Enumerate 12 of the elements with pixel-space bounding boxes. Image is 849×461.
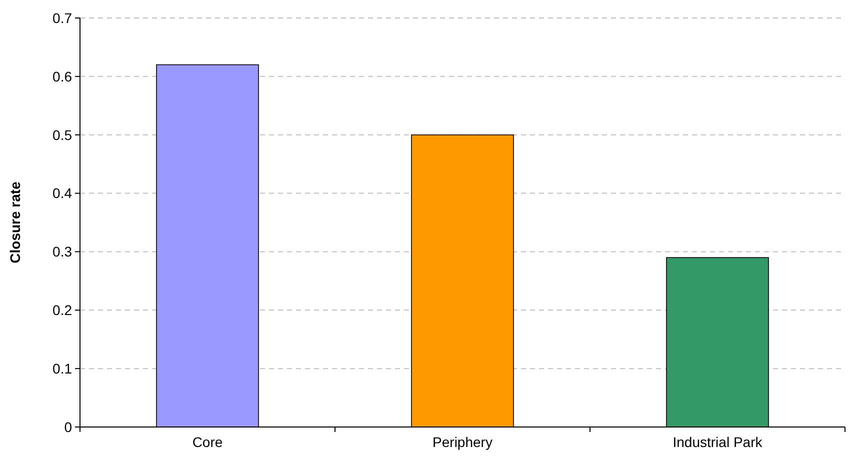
y-axis-title: Closure rate	[7, 181, 23, 264]
y-tick-label: 0.7	[52, 10, 72, 26]
y-tick-label: 0	[64, 418, 72, 435]
y-tick-label: 0.2	[52, 302, 72, 318]
x-tick-label: Core	[192, 434, 223, 450]
y-tick-label: 0.3	[52, 244, 72, 260]
y-tick-label: 0.1	[52, 360, 72, 376]
y-tick-label: 0.6	[52, 68, 72, 84]
x-tick-label: Industrial Park	[672, 434, 764, 450]
y-tick-label: 0.5	[52, 126, 72, 143]
y-tick-label: 0.4	[52, 185, 72, 202]
x-tick-label: Periphery	[432, 434, 492, 450]
